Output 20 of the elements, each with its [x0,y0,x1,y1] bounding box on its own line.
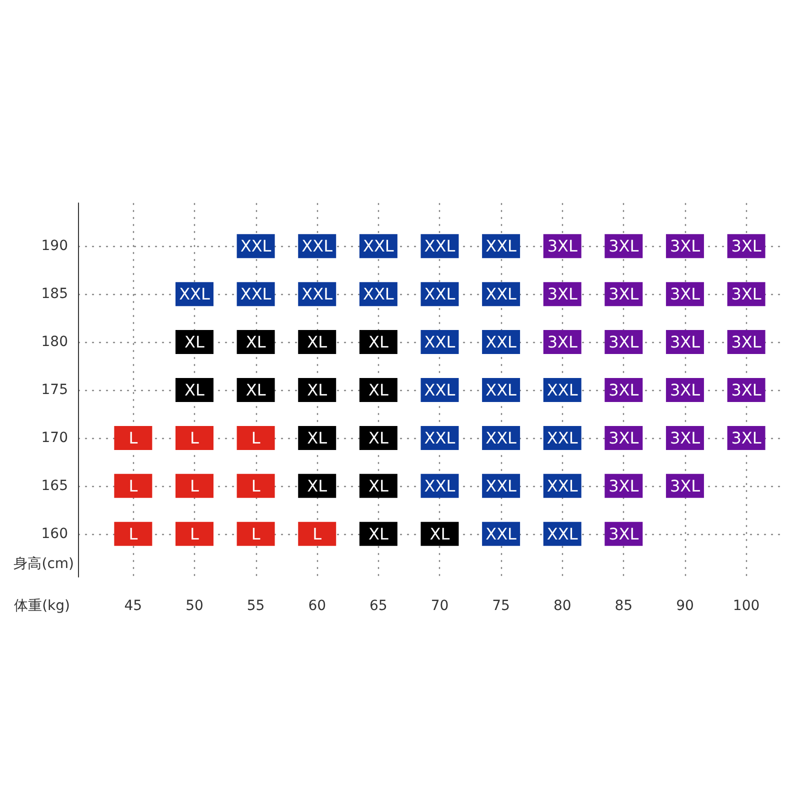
x-tick-label: 45 [124,598,142,614]
x-tick-label: 65 [370,598,388,614]
x-tick-label: 85 [614,598,633,614]
x-tick-label: 60 [308,598,326,614]
x-axis-title: 体重(kg) [14,598,70,614]
x-tick-label: 100 [732,598,760,614]
y-tick-label: 170 [41,430,68,446]
y-tick-label: 185 [41,286,68,302]
y-tick-label: 160 [41,526,68,542]
y-tick-label: 190 [41,238,68,254]
y-axis-title: 身高(cm) [14,556,74,572]
x-tick-label: 55 [246,598,265,614]
y-tick-label: 165 [41,478,68,494]
x-tick-label: 70 [430,598,449,614]
x-tick-label: 75 [492,598,510,614]
x-tick-label: 90 [676,598,694,614]
x-tick-label: 80 [553,598,572,614]
x-tick-label: 50 [186,598,204,614]
y-tick-label: 180 [41,334,68,350]
y-tick-label: 175 [41,382,68,398]
